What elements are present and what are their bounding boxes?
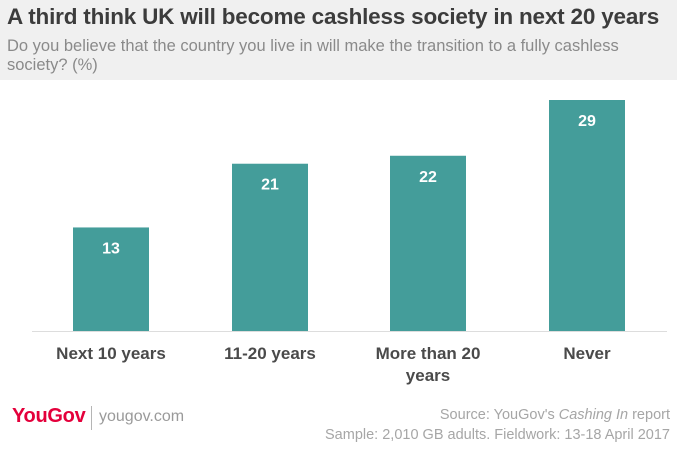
bar <box>390 155 466 331</box>
source-line: Source: YouGov's Cashing In report <box>325 405 670 425</box>
footer-site-link[interactable]: yougov.com <box>99 408 185 425</box>
source-report-title: Cashing In <box>558 407 629 423</box>
bar-value-label: 29 <box>578 113 596 130</box>
bar-value-label: 13 <box>102 240 120 257</box>
source-note: Source: YouGov's Cashing In report Sampl… <box>325 405 670 445</box>
bar <box>73 227 149 331</box>
category-label: Next 10 years <box>56 344 166 363</box>
chart-header: A third think UK will become cashless so… <box>0 0 677 80</box>
category-label: More than 20 years <box>376 344 481 385</box>
sample-line: Sample: 2,010 GB adults. Fieldwork: 13-1… <box>325 427 670 443</box>
yougov-logo: YouGov <box>12 405 86 427</box>
bar-value-label: 22 <box>419 169 437 186</box>
bar-value-label: 21 <box>261 177 279 194</box>
source-suffix: report <box>628 407 670 423</box>
footer-divider <box>91 406 92 430</box>
category-label: Never <box>563 344 611 363</box>
category-label: 11-20 years <box>224 344 316 363</box>
bar <box>232 163 308 331</box>
chart-title: A third think UK will become cashless so… <box>7 4 660 29</box>
source-prefix: Source: YouGov's <box>439 407 559 423</box>
bar <box>549 100 625 331</box>
chart-subtitle: Do you believe that the country you live… <box>7 37 619 74</box>
bar-chart: 13 Next 10 years 21 11-20 years 22 More than … <box>32 100 667 385</box>
